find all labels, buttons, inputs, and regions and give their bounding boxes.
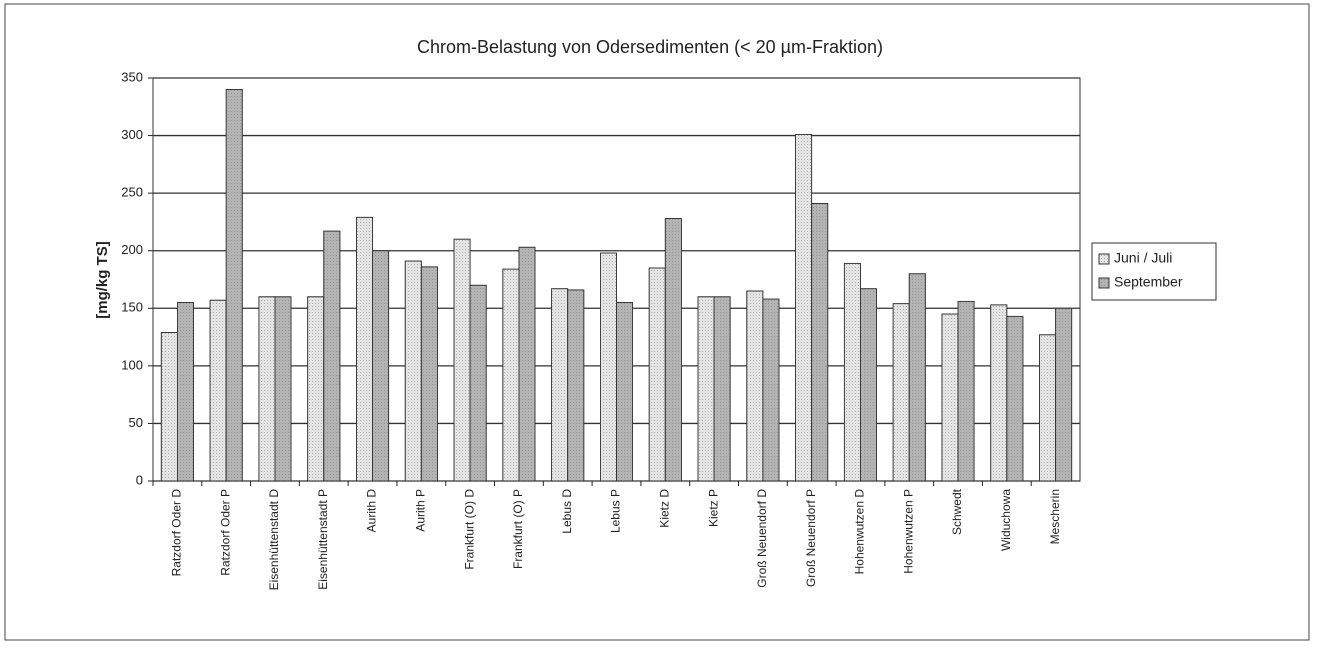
x-tick-label: Aurith D — [365, 489, 379, 533]
legend-swatch-texture — [1099, 254, 1109, 264]
bar-texture — [1039, 334, 1057, 482]
bar-texture — [176, 302, 194, 482]
bar-texture — [307, 296, 325, 482]
bar-texture — [746, 290, 764, 482]
y-tick-label: 50 — [129, 415, 143, 430]
x-tick-label: Hohenwutzen D — [853, 489, 867, 575]
x-tick-label: Frankfurt (O) D — [462, 489, 476, 570]
y-tick-label: 0 — [136, 472, 143, 487]
bar-texture — [860, 288, 877, 482]
y-tick-label: 200 — [121, 242, 143, 257]
x-tick-label: Kietz P — [706, 489, 720, 527]
x-tick-label: Eisenhüttenstadt P — [316, 489, 330, 590]
y-tick-label: 150 — [121, 300, 143, 315]
bar-texture — [1006, 315, 1024, 482]
bar-texture — [225, 89, 243, 482]
x-tick-label: Widuchowa — [999, 489, 1013, 551]
bar-texture — [941, 313, 959, 482]
x-tick-label: Hohenwutzen P — [901, 489, 915, 574]
x-tick-label: Mescherin — [1048, 489, 1062, 544]
x-tick-label: Lebus D — [560, 489, 574, 534]
bar-texture — [323, 230, 341, 482]
bar-texture — [502, 268, 520, 482]
bar-texture — [990, 304, 1008, 482]
bar-texture — [420, 266, 438, 482]
bar-texture — [957, 300, 975, 482]
legend-swatch-texture — [1099, 278, 1109, 288]
chart-title: Chrom-Belastung von Odersedimenten (< 20… — [417, 37, 883, 57]
x-tick-label: Schwedt — [950, 488, 964, 535]
frame — [4, 3, 1310, 641]
x-tick-label: Frankfurt (O) P — [511, 489, 525, 569]
bar-texture — [762, 298, 780, 482]
x-tick-label: Groß Neuendorf D — [755, 489, 769, 588]
bar-texture — [209, 299, 227, 482]
bar-texture — [356, 216, 373, 482]
bar-texture — [713, 296, 731, 482]
x-tick-label: Kietz D — [657, 489, 671, 528]
bar-texture — [160, 332, 178, 482]
x-tick-label: Lebus P — [609, 489, 623, 533]
bar-texture — [1055, 307, 1073, 482]
bar-texture — [908, 273, 926, 482]
bar-texture — [648, 267, 666, 482]
bar-texture — [469, 284, 487, 482]
bar-texture — [551, 288, 569, 482]
legend-box — [1091, 242, 1217, 301]
bar-texture — [372, 250, 390, 482]
bar-texture — [453, 238, 471, 482]
bar-texture — [697, 296, 715, 482]
x-tick-label: Ratzdorf Oder P — [218, 489, 232, 576]
bar-texture — [616, 302, 634, 482]
x-tick-label: Eisenhüttenstadt D — [267, 489, 281, 591]
bar-texture — [811, 203, 829, 482]
x-tick-label: Aurith P — [414, 489, 428, 532]
y-tick-label: 100 — [121, 357, 143, 372]
y-tick-label: 350 — [121, 69, 143, 84]
bar-texture — [404, 260, 422, 482]
y-tick-label: 250 — [121, 185, 143, 200]
bar-texture — [599, 252, 617, 482]
bar-texture — [567, 289, 585, 482]
legend-label: Juni / Juli — [1114, 250, 1172, 266]
y-tick-label: 300 — [121, 127, 143, 142]
bar-texture — [518, 246, 536, 482]
x-tick-label: Groß Neuendorf P — [804, 489, 818, 587]
bar-texture — [795, 134, 813, 482]
bar-texture — [843, 262, 861, 482]
bar-texture — [258, 296, 276, 482]
bar-texture — [274, 296, 292, 482]
x-tick-label: Ratzdorf Oder D — [170, 489, 184, 577]
y-axis-title: [mg/kg TS] — [94, 241, 111, 319]
bar-texture — [664, 218, 682, 482]
bar-texture — [892, 303, 910, 482]
legend-label: September — [1114, 274, 1183, 290]
